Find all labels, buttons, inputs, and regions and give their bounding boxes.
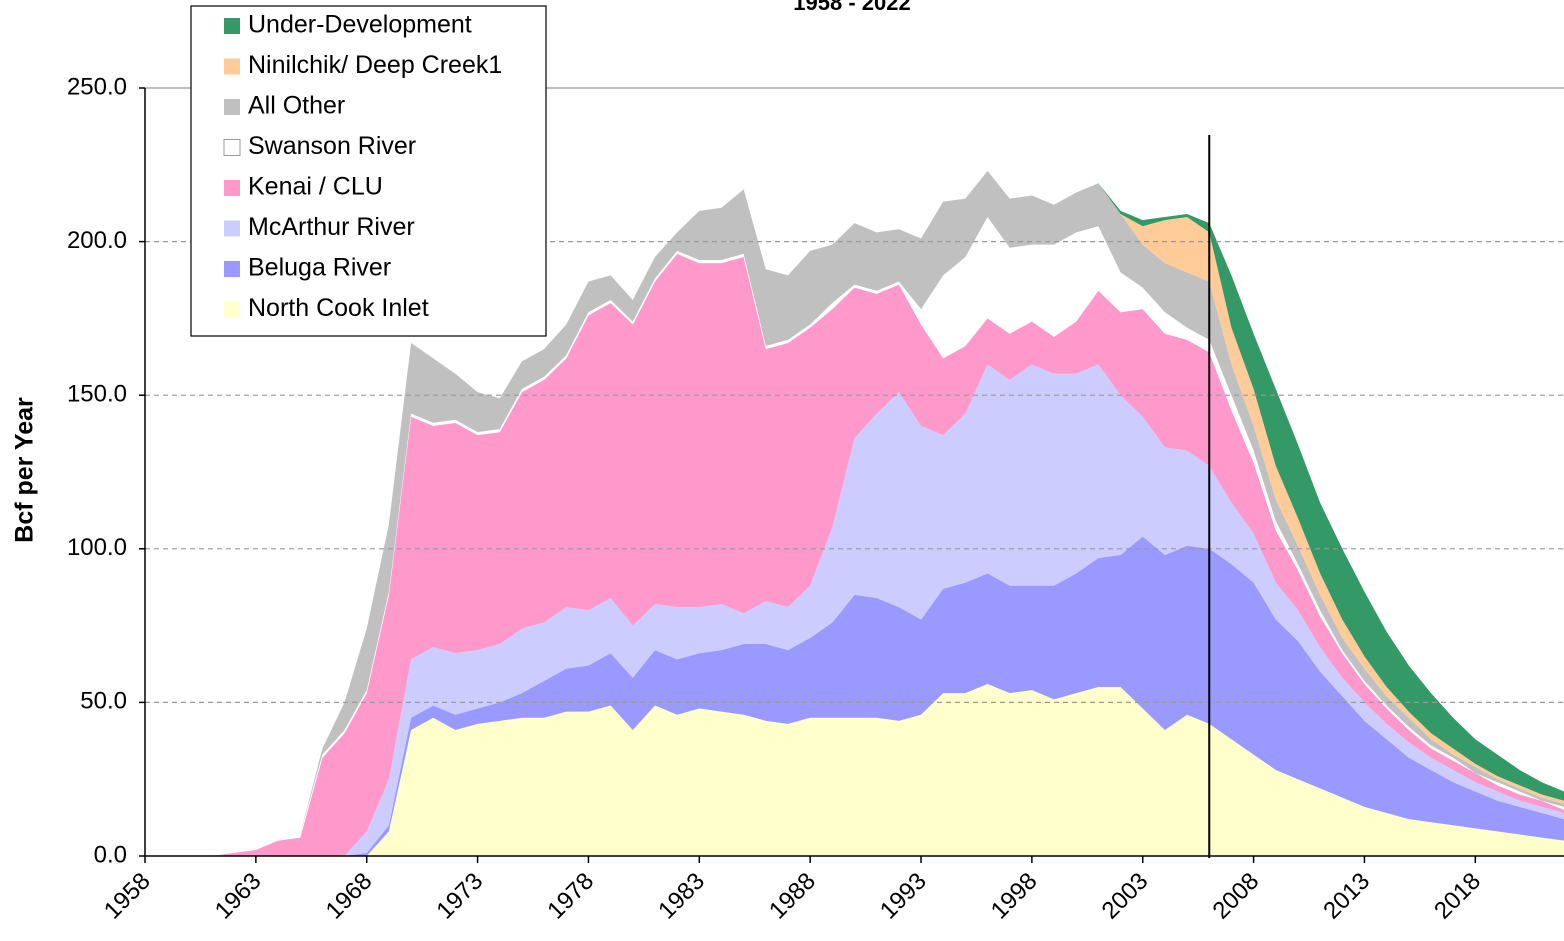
legend: Under-Development Ninilchik/ Deep Creek1 A… [190,5,547,337]
legend-box [190,5,547,337]
x-tick-label: 2013 [1318,868,1375,925]
x-tick-label: 1973 [431,868,488,925]
x-tick-label: 1993 [875,868,932,925]
x-tick-label: 1998 [986,868,1043,925]
legend-label: Under-Development [248,11,472,39]
y-tick-label: 100.0 [67,534,127,561]
legend-swatch [224,180,240,196]
legend-label: McArthur River [248,213,415,241]
legend-swatch [224,99,240,115]
x-tick-label: 1958 [99,868,156,925]
chart-title: 1958 - 2022 [793,0,910,15]
x-tick-label: 2018 [1429,868,1486,925]
legend-swatch [224,261,240,277]
x-tick-label: 1963 [210,868,267,925]
area [145,217,1564,857]
x-tick-label: 1983 [653,868,710,925]
legend-label: Swanson River [248,132,416,160]
area [145,170,1564,857]
x-tick-label: 1978 [542,868,599,925]
legend-swatch [224,58,240,75]
y-tick-label: 50.0 [80,688,127,715]
x-tick-label: 1988 [764,868,821,925]
y-tick-label: 250.0 [67,73,127,100]
legend-label: Kenai / CLU [248,173,383,201]
x-tick-label: 1968 [321,868,378,925]
legend-swatch [224,301,240,318]
y-tick-label: 200.0 [67,227,127,254]
legend-label: Ninilchik/ Deep Creek1 [248,51,502,79]
y-axis-label: Bcf per Year [11,397,39,543]
legend-swatch [224,220,240,237]
legend-swatch [224,18,240,34]
legend-label: North Cook Inlet [248,294,429,322]
y-tick-label: 150.0 [67,381,127,408]
y-tick-label: 0.0 [94,841,127,868]
legend-label: Beluga River [248,254,391,282]
legend-swatch [223,139,241,156]
x-tick-label: 2003 [1097,868,1154,925]
legend-label: All Other [248,92,345,120]
x-tick-label: 2008 [1207,868,1264,925]
